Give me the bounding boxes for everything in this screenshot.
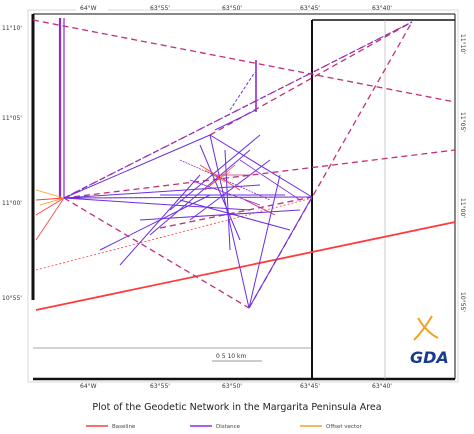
top-tick-2: 63°50': [222, 5, 242, 12]
bottom-tick-3: 63°45': [300, 383, 320, 390]
left-tick-0: 11°10': [2, 25, 22, 32]
right-tick-1: 11°05': [459, 112, 466, 132]
logo-text: GDA: [410, 348, 449, 367]
bottom-tick-0: 64°W: [80, 383, 97, 390]
legend-label-2: Offset vector: [326, 424, 362, 430]
purple-network: [63, 21, 413, 309]
top-tick-4: 63°40': [372, 5, 392, 12]
right-tick-0: 11°10': [459, 34, 466, 54]
legend-label-1: Distance: [216, 424, 241, 430]
left-tick-labels: 11°10' 11°05' 11°00' 10°55': [2, 25, 22, 302]
right-tick-2: 11°00': [459, 198, 466, 218]
bottom-tick-labels: 64°W 63°55' 63°50' 63°45' 63°40': [80, 383, 392, 390]
bottom-tick-1: 63°55': [150, 383, 170, 390]
right-tick-labels: 11°10' 11°05' 11°00' 10°55': [459, 34, 466, 312]
right-tick-3: 10°55': [459, 292, 466, 312]
gda-logo: GDA: [410, 315, 449, 367]
map-title: Plot of the Geodetic Network in the Marg…: [92, 402, 381, 413]
legend: Baseline Distance Offset vector: [86, 424, 362, 430]
scale-bar-label: 0 5 10 km: [216, 353, 246, 360]
bottom-tick-2: 63°50': [222, 383, 242, 390]
left-tick-2: 11°00': [2, 200, 22, 207]
graticule: [31, 13, 456, 381]
purple-vertical-lines: [58, 18, 257, 198]
top-tick-1: 63°55': [150, 5, 170, 12]
top-tick-3: 63°45': [300, 5, 320, 12]
left-tick-1: 11°05': [2, 115, 22, 122]
top-tick-labels: 64°W 63°55' 63°50' 63°45' 63°40': [76, 4, 392, 12]
top-tick-0: 64°W: [80, 5, 97, 12]
cluster-accents: [179, 159, 301, 216]
bottom-tick-4: 63°40': [372, 383, 392, 390]
left-tick-3: 10°55': [2, 295, 22, 302]
legend-label-0: Baseline: [112, 424, 136, 430]
